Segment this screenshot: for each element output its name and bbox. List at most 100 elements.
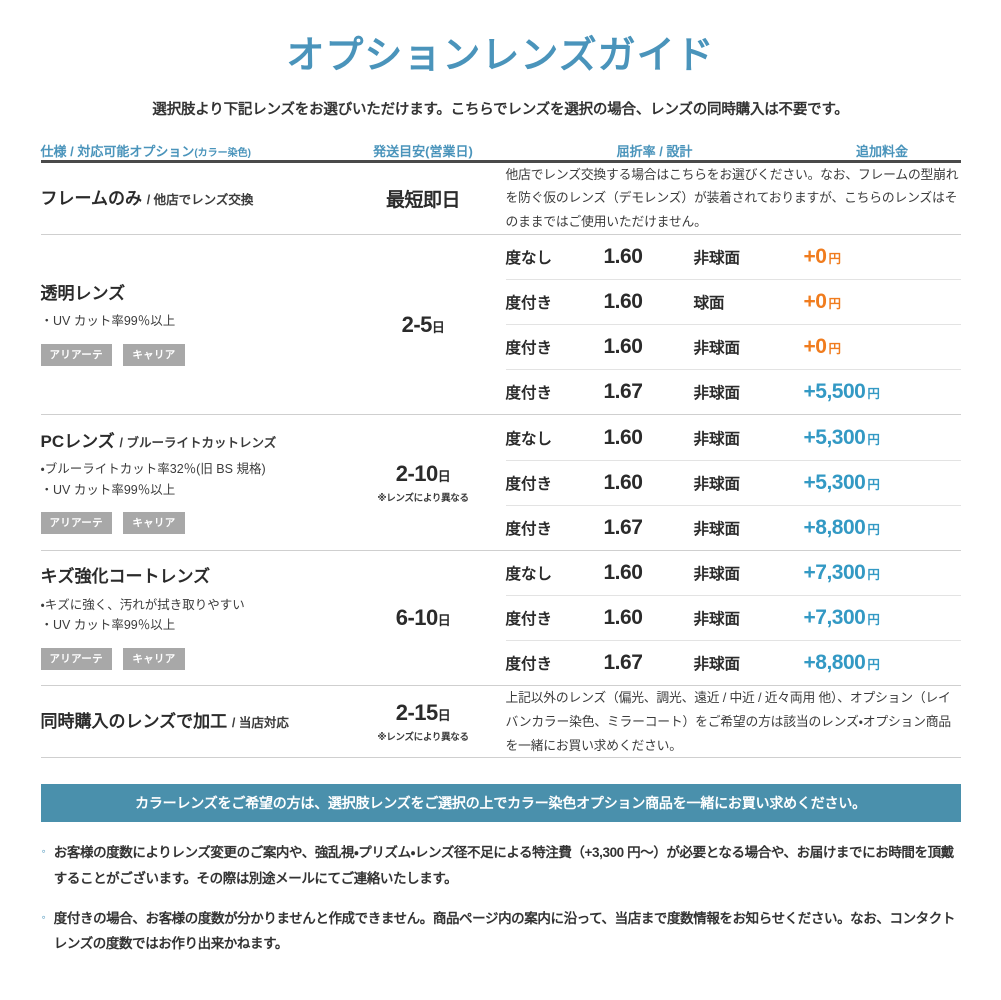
price-amount: +5,300 <box>803 425 866 449</box>
option-power: 度付き <box>505 324 604 370</box>
table-row-scratch-coat-lens: 度付き 1.67 非球面 +8,800 円 <box>41 640 961 686</box>
shipping-cell-scratch-coat-lens: 6-10日 <box>341 551 506 686</box>
price-yen: 円 <box>867 387 880 402</box>
bullet-circle-icon: ◦ <box>41 909 46 924</box>
badge-carrier: キャリア <box>123 647 185 670</box>
lens-title-text: キズ強化コートレンズ <box>40 567 211 587</box>
notes-list: ◦ お客様の度数によりレンズ変更のご案内や、強乱視・プリズム・レンズ径不足による… <box>36 840 966 957</box>
shipping-cell-clear-lens: 2-5日 <box>341 235 506 415</box>
price-yen: 円 <box>867 613 880 628</box>
page-subtitle: 選択肢より下記レンズをお選びいただけます。こちらでレンズを選択の場合、レンズの同… <box>152 101 849 118</box>
lens-name-clear-lens: 透明レンズ <box>41 283 341 304</box>
shipping-value-same-purchase: 2-15日 <box>341 700 506 726</box>
shipping-unit: 日 <box>431 319 445 335</box>
option-index: 1.60 <box>603 279 694 325</box>
option-price: +5,500 円 <box>803 369 961 415</box>
option-index: 1.60 <box>603 595 694 641</box>
spec-cell-pc-lens: PCレンズ / ブルーライトカットレンズ ・ブルーライトカット率32％(旧 BS… <box>40 415 341 550</box>
note-text: 度付きの場合、お客様の度数が分かりませんと作成できません。商品ページ内の案内に沿… <box>53 910 956 952</box>
option-power: 度付き <box>505 504 604 551</box>
price-yen: 円 <box>867 477 880 492</box>
price-amount: +0 <box>803 290 827 314</box>
table-header-row: 仕様 / 対応可能オプション(カラー染色) 発送目安(営業日) 屈折率 / 設計… <box>41 141 961 160</box>
option-design: 非球面 <box>693 595 804 641</box>
option-price: +8,800 円 <box>803 640 961 686</box>
shipping-value-frame-only: 最短即日 <box>385 189 461 211</box>
option-power: 度付き <box>505 369 604 415</box>
note-text: お客様の度数によりレンズ変更のご案内や、強乱視・プリズム・レンズ径不足による特注… <box>53 845 954 886</box>
option-index: 1.60 <box>603 561 643 585</box>
option-price: +0 円 <box>803 324 961 370</box>
lens-title-text: PCレンズ <box>40 431 115 451</box>
option-index: 1.67 <box>603 369 694 415</box>
option-power: 度付き <box>505 459 604 506</box>
price-amount: +0 <box>803 335 827 359</box>
table-row-scratch-coat-lens: 度付き 1.60 非球面 +7,300 円 <box>41 595 961 641</box>
shipping-days: 2-10 <box>395 461 439 487</box>
lens-bullet: ・UV カット率99％以上 <box>40 482 176 497</box>
note-item: ◦ 度付きの場合、お客様の度数が分かりませんと作成できません。商品ページ内の案内… <box>42 906 966 957</box>
option-price: +5,300 円 <box>804 415 961 460</box>
row-divider <box>40 757 961 759</box>
shipping-cell-frame-only: 最短即日 <box>341 161 506 234</box>
price-amount: +5,300 <box>803 470 866 494</box>
color-lens-banner: カラーレンズをご希望の方は、選択肢レンズをご選択の上でカラー染色オプション商品を… <box>40 784 961 823</box>
option-design: 非球面 <box>693 250 741 268</box>
lens-name-same-purchase: 同時購入のレンズで加工 / 当店対応 <box>41 711 341 732</box>
description-frame-only: 他店でレンズ交換する場合はこちらをお選びください。なお、フレームの型崩れを防ぐ仮… <box>505 166 959 230</box>
badge-carrier: キャリア <box>123 344 185 366</box>
lens-bullet: ・キズに強く、汚れが拭き取りやすい <box>40 597 245 612</box>
price-amount: +0 <box>803 245 827 269</box>
table-row-pc-lens: 度付き 1.67 非球面 +8,800 円 <box>41 504 961 551</box>
badge-ariate: アリアーテ <box>40 512 112 535</box>
option-design: 非球面 <box>693 369 804 415</box>
option-power: 度なし <box>505 566 553 584</box>
shipping-days: 6-10 <box>395 605 439 631</box>
lens-bullet: ・ブルーライトカット率32％(旧 BS 規格) <box>40 462 266 477</box>
price-amount: +5,500 <box>803 380 866 404</box>
option-price: +0 円 <box>803 279 961 325</box>
shipping-note-same-purchase: ※レンズにより異なる <box>377 732 469 744</box>
spec-cell-same-purchase: 同時購入のレンズで加工 / 当店対応 <box>41 686 341 758</box>
table-row-frame-only: フレームのみ / 他店でレンズ交換 最短即日 他店でレンズ交換する場合はこちらを… <box>41 161 961 234</box>
lens-subtitle-text: / ブルーライトカットレンズ <box>119 435 277 450</box>
option-design: 非球面 <box>693 640 804 686</box>
column-header-spec-main: 仕様 / 対応可能オプション <box>40 143 195 159</box>
shipping-value-clear-lens: 2-5日 <box>341 312 506 338</box>
lens-title-text: 同時購入のレンズで加工 <box>40 712 228 732</box>
note-item: ◦ お客様の度数によりレンズ変更のご案内や、強乱視・プリズム・レンズ径不足による… <box>42 840 966 891</box>
shipping-cell-pc-lens: 2-10日 ※レンズにより異なる <box>341 415 506 550</box>
badge-group-scratch-coat-lens: アリアーテ キャリア <box>40 647 341 670</box>
shipping-unit: 日 <box>437 613 451 629</box>
option-power: 度付き <box>505 640 604 686</box>
lens-bullet: ・UV カット率99％以上 <box>40 314 176 329</box>
option-index: 1.60 <box>603 324 694 370</box>
table-row-scratch-coat-lens: キズ強化コートレンズ ・キズに強く、汚れが拭き取りやすい ・UV カット率99％… <box>40 551 961 670</box>
option-price: +7,300 円 <box>804 551 961 596</box>
price-amount: +8,800 <box>803 515 866 539</box>
lens-bullets-clear-lens: ・UV カット率99％以上 <box>41 311 341 332</box>
table-row-clear-lens: 度付き 1.67 非球面 +5,500 円 <box>41 369 961 415</box>
option-design: 非球面 <box>693 566 741 584</box>
spec-cell-clear-lens: 透明レンズ ・UV カット率99％以上 アリアーテ キャリア <box>40 235 341 415</box>
lens-name-pc-lens: PCレンズ / ブルーライトカットレンズ <box>41 431 341 452</box>
shipping-value-pc-lens: 2-10日 <box>341 461 506 487</box>
row-divider <box>40 234 961 235</box>
lens-options-table: 仕様 / 対応可能オプション(カラー染色) 発送目安(営業日) 屈折率 / 設計… <box>40 141 961 759</box>
price-yen: 円 <box>867 658 880 673</box>
table-header-rule <box>40 159 961 163</box>
shipping-unit: 日 <box>437 708 451 724</box>
option-price: +8,800 円 <box>803 504 961 551</box>
option-design: 非球面 <box>693 324 804 370</box>
option-power: 度付き <box>505 279 604 325</box>
row-divider <box>40 685 961 687</box>
price-amount: +7,300 <box>803 561 866 585</box>
option-index: 1.67 <box>603 504 694 551</box>
table-row-clear-lens: 透明レンズ ・UV カット率99％以上 アリアーテ キャリア 2-5日 度なし … <box>40 235 961 366</box>
spec-cell-scratch-coat-lens: キズ強化コートレンズ ・キズに強く、汚れが拭き取りやすい ・UV カット率99％… <box>40 551 341 686</box>
table-row-clear-lens: 度付き 1.60 球面 +0 円 <box>41 279 961 325</box>
lens-bullets-pc-lens: ・ブルーライトカット率32％(旧 BS 規格) ・UV カット率99％以上 <box>41 459 341 500</box>
option-index: 1.60 <box>603 459 694 506</box>
bottom-spacer <box>0 994 1001 1000</box>
column-header-spec-sub: (カラー染色) <box>194 147 252 159</box>
